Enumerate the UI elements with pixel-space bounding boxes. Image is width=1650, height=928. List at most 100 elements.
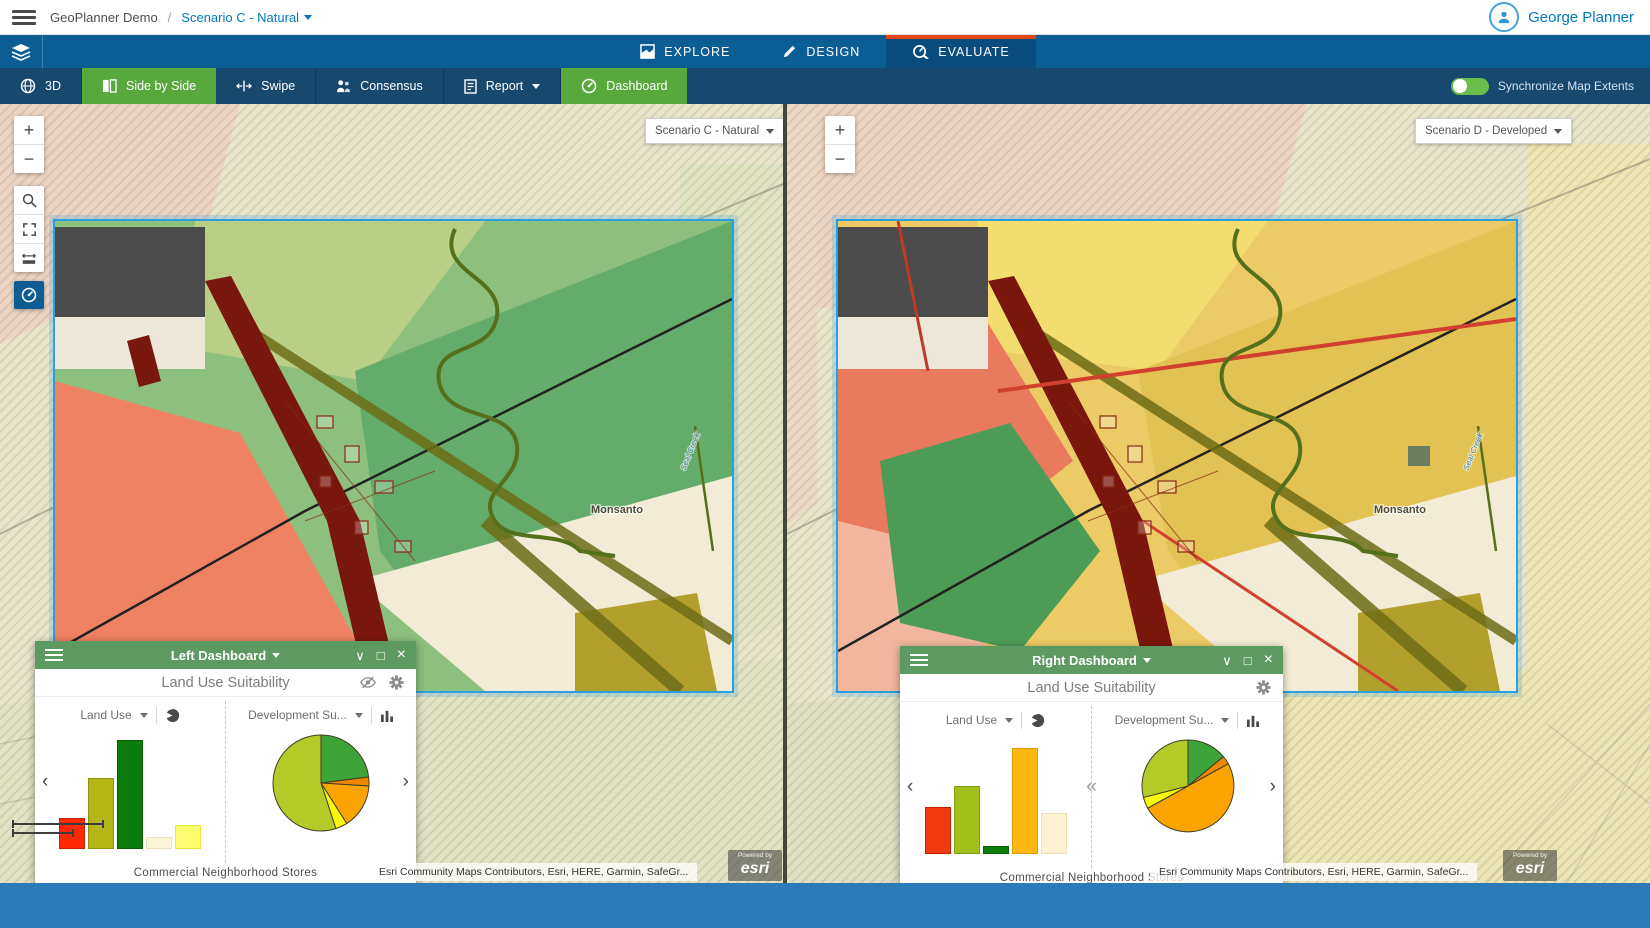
- toggle-knob: [1453, 79, 1467, 93]
- panel-menu-icon[interactable]: [910, 654, 928, 666]
- zoom-in-button[interactable]: +: [14, 116, 44, 145]
- left-dashboard-header[interactable]: Left Dashboard ∨ □ ×: [35, 641, 416, 669]
- mode-tabs: EXPLORE DESIGN EVALUATE: [0, 35, 1650, 68]
- full-extent-button[interactable]: [14, 215, 44, 244]
- tab-evaluate[interactable]: EVALUATE: [886, 35, 1035, 68]
- primary-nav: EXPLORE DESIGN EVALUATE: [0, 35, 1650, 68]
- dashboard-subtitle: Land Use Suitability: [35, 675, 416, 691]
- sync-extents-toggle[interactable]: [1451, 78, 1489, 95]
- pie-chart-type-icon[interactable]: [1030, 713, 1045, 728]
- maximize-button[interactable]: □: [1244, 654, 1252, 667]
- main-menu-icon[interactable]: [12, 10, 36, 25]
- carousel-collapse-handle[interactable]: «: [1086, 776, 1097, 798]
- development-suitability-widget-header[interactable]: Development Su...: [1115, 708, 1261, 732]
- collapse-button[interactable]: ∨: [1222, 654, 1232, 667]
- chart-caption: Commercial Neighborhood Stores: [35, 867, 416, 883]
- left-dashboard-panel: Left Dashboard ∨ □ × Land Use Suitabilit…: [35, 641, 416, 883]
- search-button[interactable]: [14, 186, 44, 215]
- right-map-attribution: Esri Community Maps Contributors, Esri, …: [1150, 863, 1477, 881]
- bar-chart-type-icon[interactable]: [1246, 714, 1260, 727]
- left-plan-extent[interactable]: Monsanto Seal Creek: [55, 221, 732, 691]
- right-scenario-selector[interactable]: Scenario D - Developed: [1415, 118, 1572, 144]
- development-suitability-widget-header[interactable]: Development Su...: [248, 703, 394, 727]
- pencil-icon: [782, 44, 797, 59]
- close-button[interactable]: ×: [1264, 652, 1273, 668]
- maximize-button[interactable]: □: [377, 649, 385, 662]
- dashboard-button[interactable]: Dashboard: [561, 68, 687, 104]
- dashboard-subtitle: Land Use Suitability: [900, 680, 1283, 696]
- pie-chart-type-icon[interactable]: [165, 708, 180, 723]
- chevron-down-icon: [140, 713, 148, 718]
- panel-window-controls: ∨ □ ×: [1222, 652, 1283, 668]
- 3d-button[interactable]: 3D: [0, 68, 82, 104]
- measure-button[interactable]: [14, 244, 44, 272]
- bar-chart-type-icon[interactable]: [380, 709, 394, 722]
- breadcrumb-separator: /: [168, 10, 172, 25]
- panel-menu-icon[interactable]: [45, 649, 63, 661]
- right-map-pane: Monsanto Seal Creek + − Scenario D - Dev…: [787, 104, 1650, 883]
- user-name: George Planner: [1528, 9, 1634, 26]
- search-icon: [22, 193, 37, 208]
- close-button[interactable]: ×: [397, 647, 406, 663]
- people-icon: [336, 79, 351, 93]
- tab-explore[interactable]: EXPLORE: [614, 35, 756, 68]
- chevron-down-icon: [1143, 658, 1151, 663]
- land-use-widget-header[interactable]: Land Use: [80, 703, 179, 727]
- user-menu[interactable]: George Planner: [1489, 0, 1634, 34]
- layers-button[interactable]: [0, 35, 43, 68]
- zoom-out-button[interactable]: −: [825, 145, 855, 173]
- side-by-side-icon: [102, 79, 117, 93]
- pie-slice: [321, 735, 369, 783]
- collapse-button[interactable]: ∨: [355, 649, 365, 662]
- right-zoom-widget: + −: [825, 116, 855, 173]
- explore-icon: [640, 44, 655, 59]
- left-map-monsanto-label: Monsanto: [591, 504, 643, 516]
- carousel-next-button[interactable]: ›: [403, 771, 409, 793]
- chevron-down-icon: [766, 129, 774, 134]
- app-header: GeoPlanner Demo / Scenario C - Natural G…: [0, 0, 1650, 35]
- person-icon: [1497, 10, 1511, 24]
- bottom-bar: [0, 883, 1650, 928]
- left-scenario-selector[interactable]: Scenario C - Natural: [645, 118, 783, 144]
- esri-logo: Powered by esri: [1503, 850, 1557, 881]
- bar-segment: [117, 740, 143, 849]
- zoom-in-button[interactable]: +: [825, 116, 855, 145]
- panel-window-controls: ∨ □ ×: [355, 647, 416, 663]
- globe-icon: [20, 78, 36, 94]
- right-dashboard-panel: Right Dashboard ∨ □ × Land Use Suitabili…: [900, 646, 1283, 883]
- gauge-magnifier-icon: [912, 44, 929, 59]
- avatar: [1489, 2, 1519, 32]
- consensus-button[interactable]: Consensus: [316, 68, 444, 104]
- evaluate-toolbar: 3D Side by Side Swipe Consensus Report D…: [0, 68, 1650, 104]
- bar-segment: [146, 837, 172, 849]
- land-use-widget-header[interactable]: Land Use: [946, 708, 1045, 732]
- carousel-prev-button[interactable]: ‹: [42, 771, 48, 793]
- carousel-prev-button[interactable]: ‹: [907, 776, 913, 798]
- chevron-down-icon: [1221, 718, 1229, 723]
- chevron-down-icon: [1554, 129, 1562, 134]
- development-suitability-widget: Development Su...: [226, 697, 416, 867]
- left-tools-widget: [14, 186, 44, 272]
- app-title: GeoPlanner Demo: [50, 10, 158, 25]
- swipe-button[interactable]: Swipe: [216, 68, 316, 104]
- app-root: GeoPlanner Demo / Scenario C - Natural G…: [0, 0, 1650, 927]
- report-button[interactable]: Report: [444, 68, 562, 104]
- bar-segment: [1012, 748, 1038, 854]
- layers-icon: [11, 43, 31, 61]
- development-suitability-pie-chart: [1140, 738, 1236, 834]
- esri-logo: Powered by esri: [728, 850, 782, 881]
- right-dashboard-header[interactable]: Right Dashboard ∨ □ ×: [900, 646, 1283, 674]
- gauge-icon: [581, 78, 597, 94]
- map-dashboard-button[interactable]: [14, 281, 44, 309]
- carousel-next-button[interactable]: ›: [1270, 776, 1276, 798]
- tab-design[interactable]: DESIGN: [756, 35, 886, 68]
- right-plan-extent[interactable]: Monsanto Seal Creek: [838, 221, 1516, 691]
- bar-segment: [954, 786, 980, 854]
- zoom-out-button[interactable]: −: [14, 145, 44, 173]
- chevron-down-icon: [1005, 718, 1013, 723]
- scenario-breadcrumb-dropdown[interactable]: Scenario C - Natural: [181, 10, 312, 25]
- map-area: Monsanto Seal Creek + −: [0, 104, 1650, 883]
- left-zoom-widget: + −: [14, 116, 44, 173]
- bar-segment: [1041, 813, 1067, 854]
- side-by-side-button[interactable]: Side by Side: [82, 68, 216, 104]
